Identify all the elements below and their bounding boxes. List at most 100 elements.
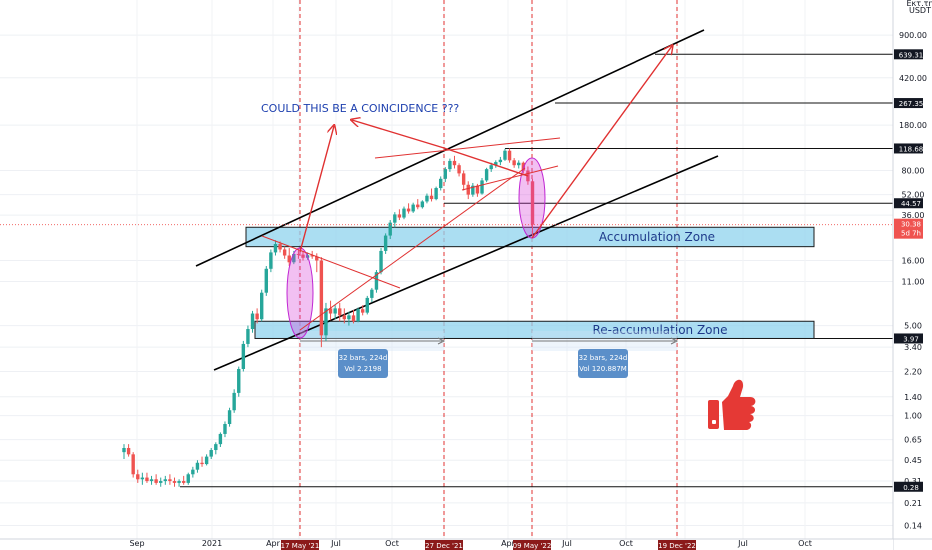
candle-body (434, 188, 438, 200)
candle (269, 249, 273, 273)
candle-body (186, 474, 190, 483)
price-tick: 5.00 (904, 322, 922, 331)
candle (250, 310, 255, 333)
candle-body (420, 201, 425, 208)
annotation-line (461, 165, 559, 191)
zone-accumulation: Accumulation Zone (245, 226, 815, 248)
candle-body (241, 343, 246, 369)
candle-body (177, 481, 181, 483)
level-tag: 44.57 (901, 200, 921, 208)
candle (388, 220, 392, 240)
countdown: 5d 7h (901, 230, 921, 238)
candle (498, 156, 503, 166)
candle-body (269, 252, 273, 269)
candle (273, 240, 278, 256)
candle (402, 206, 406, 220)
time-tick: Jul (330, 539, 341, 548)
candle (223, 421, 227, 438)
candle (324, 302, 328, 341)
price-tick: 36.00 (902, 211, 925, 220)
price-tick: 0.21 (904, 499, 922, 508)
candle (301, 250, 305, 261)
candle (517, 160, 521, 169)
price-tick: 3.40 (904, 343, 922, 352)
candle-body (338, 308, 342, 316)
price-tick: 1.40 (904, 393, 922, 402)
trend-channel (195, 29, 719, 371)
level-tag-bg (894, 198, 923, 209)
level-tag-bg (894, 98, 923, 109)
candle-body (365, 297, 369, 313)
candle-body (425, 195, 429, 202)
candle-body (195, 462, 200, 470)
candle (282, 246, 287, 259)
candle-body (168, 479, 172, 482)
level-tag: 0.28 (903, 484, 919, 492)
candle-body (494, 162, 498, 166)
measurement-2: 32 bars, 224d Vol 120.887M (532, 331, 679, 378)
candle (126, 444, 131, 457)
price-tick: 80.00 (902, 167, 925, 176)
candle-body (292, 253, 296, 263)
measurement-vol: Vol 120.887M (579, 365, 627, 373)
candle-body (461, 173, 466, 185)
price-tick: 0.65 (904, 436, 922, 445)
time-tick: Jul (737, 539, 748, 548)
candle (209, 447, 213, 459)
price-tick: 52.00 (902, 191, 925, 200)
candle (420, 200, 425, 209)
candle (177, 479, 181, 487)
candle-body (347, 315, 351, 320)
candle (443, 167, 447, 183)
candle-body (402, 208, 406, 218)
measurement-box (338, 349, 388, 378)
candle-body (126, 447, 131, 455)
candle-body (181, 481, 186, 483)
candle (296, 249, 301, 259)
candle (512, 158, 516, 168)
candle (379, 248, 383, 275)
measurement-bars: 32 bars, 224d (579, 354, 628, 362)
candle-body (218, 433, 223, 445)
candle-body (255, 313, 259, 320)
candle (434, 186, 438, 201)
candle (397, 209, 402, 221)
candles[interactable] (122, 148, 535, 487)
candle-body (145, 477, 149, 482)
measurement-arrow (670, 337, 679, 345)
annotation-line (443, 147, 529, 177)
annotation-arrow (352, 120, 445, 149)
candle-body (342, 315, 347, 320)
candle (328, 300, 333, 321)
candle (145, 472, 149, 483)
candle (471, 183, 475, 197)
date-highlight-bg (281, 540, 319, 550)
candle (333, 305, 337, 320)
candle (149, 475, 154, 485)
candle (200, 456, 204, 467)
candle-body (383, 235, 388, 251)
time-tick: Jul (561, 539, 572, 548)
current-price: 30.38 (901, 221, 921, 229)
zone-box (254, 320, 815, 339)
level-tag-bg (894, 143, 923, 154)
currency-top: Εκτ.τη (906, 0, 932, 8)
candle-body (223, 424, 227, 434)
candle-body (443, 169, 447, 179)
candle (393, 212, 397, 228)
candle (168, 474, 172, 485)
candle (319, 257, 324, 348)
level-tag-bg (894, 333, 923, 344)
candle-body (159, 481, 163, 483)
candle (159, 477, 163, 487)
candle-body (227, 410, 232, 425)
candle (136, 469, 140, 483)
date-highlight: 09 May '22 (513, 542, 552, 550)
candle (172, 477, 177, 487)
time-axis[interactable]: Sep2021AprJulOctAprJulOctAprJulOct17 May… (0, 538, 932, 550)
candle (237, 366, 241, 397)
level-tag-bg (894, 49, 923, 60)
candle-body (301, 254, 305, 258)
